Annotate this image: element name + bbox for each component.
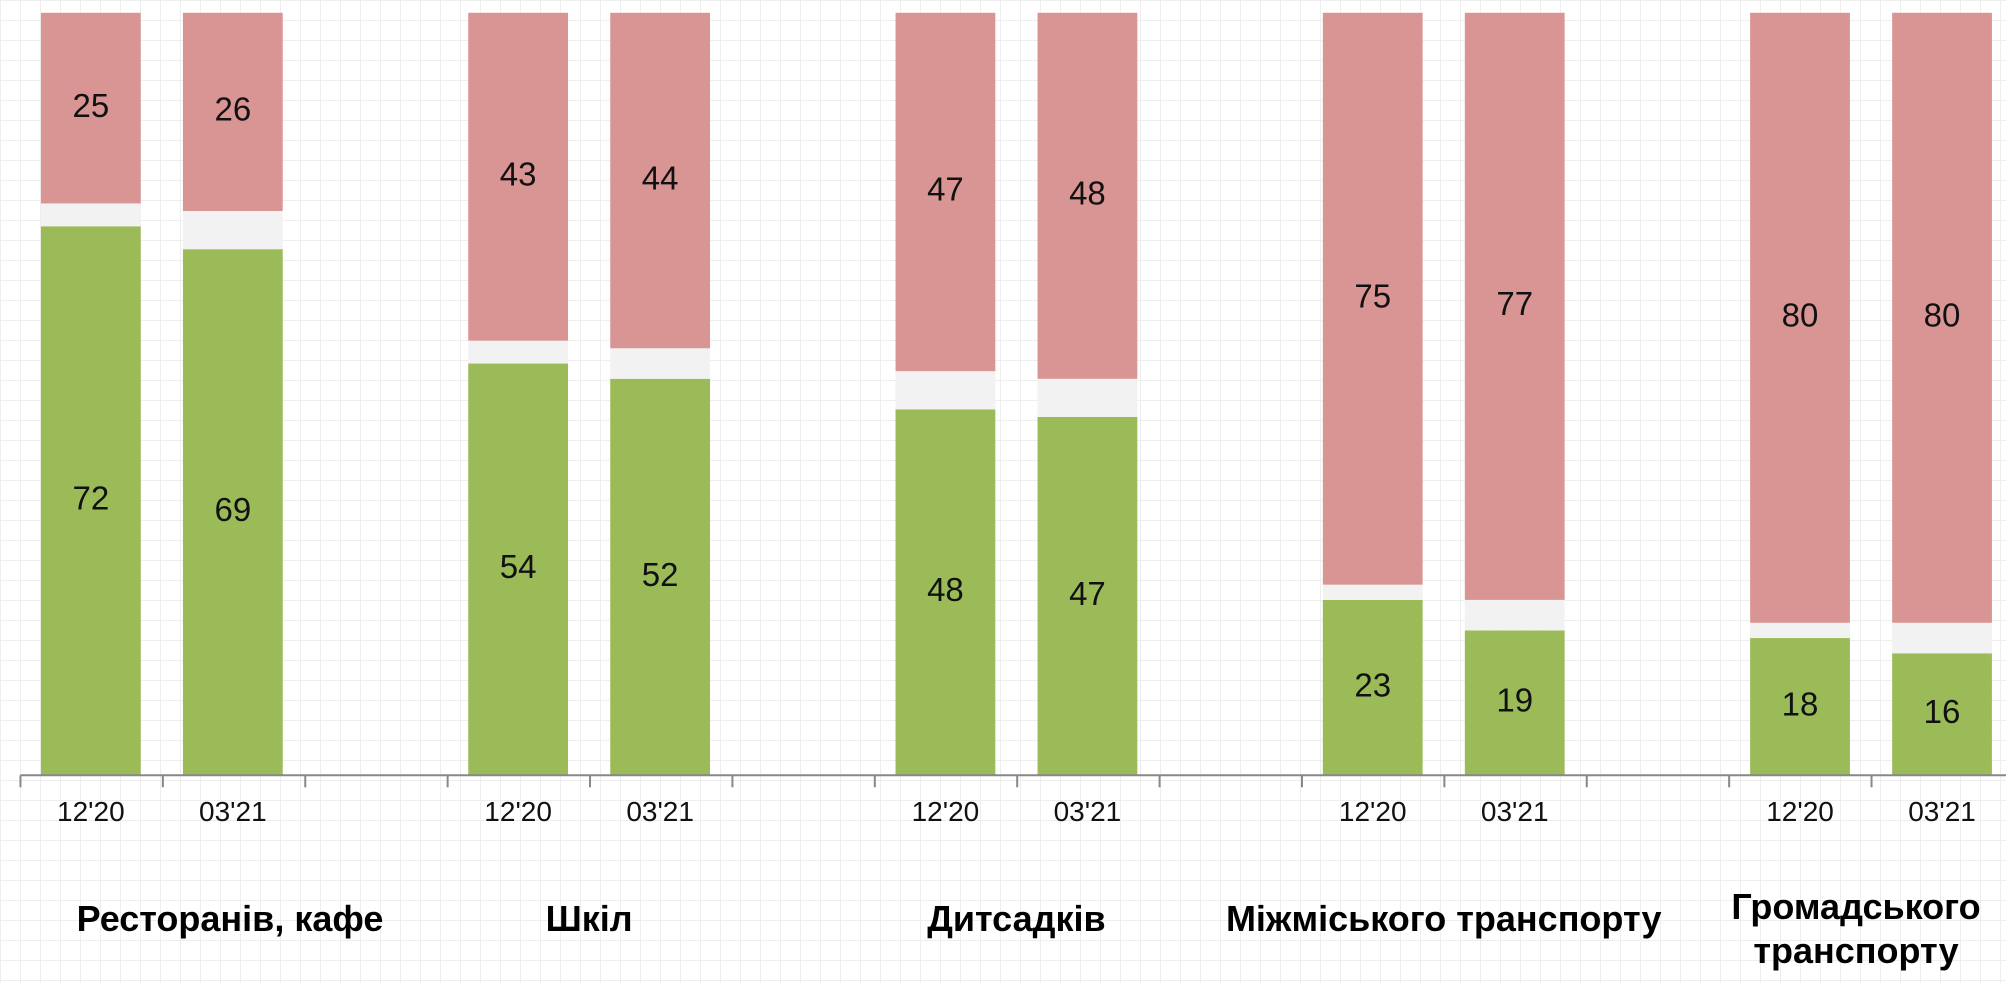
bar-segment	[1037, 416, 1138, 776]
bar-segment	[1037, 12, 1138, 379]
bar-segment	[1322, 599, 1423, 776]
x-tick-label: 12'20	[912, 796, 980, 827]
group-label: Дитсадків	[927, 898, 1106, 939]
bar-segment	[40, 12, 141, 204]
value-label: 18	[1782, 685, 1819, 722]
x-tick-label: 03'21	[626, 796, 694, 827]
bar-segment	[895, 409, 996, 776]
value-label: 52	[642, 556, 679, 593]
x-tick-label: 03'21	[199, 796, 267, 827]
value-label: 47	[927, 171, 964, 208]
group-label: Громадського транспорту	[1731, 886, 1981, 971]
bar-segment	[1892, 622, 1992, 654]
x-tick-label: 03'21	[1908, 796, 1976, 827]
bar-segment	[1322, 12, 1423, 585]
bar-segment	[1750, 622, 1850, 639]
x-tick-label: 12'20	[1766, 796, 1834, 827]
value-label: 77	[1496, 285, 1533, 322]
value-label: 16	[1924, 693, 1961, 730]
bar-segment	[610, 348, 711, 379]
value-label: 47	[1069, 575, 1106, 612]
bar-segment	[1750, 12, 1850, 623]
value-label: 43	[500, 155, 537, 192]
group-label: Міжміського транспорту	[1225, 898, 1662, 939]
value-label: 75	[1354, 277, 1391, 314]
x-tick-label: 12'20	[57, 796, 125, 827]
group-label: Ресторанів, кафе	[76, 898, 384, 939]
bar-segment	[1750, 638, 1850, 776]
bar-segment	[468, 12, 569, 341]
value-label: 44	[642, 159, 679, 196]
bar-segment	[895, 371, 996, 410]
bar-segment	[1322, 584, 1423, 600]
value-label: 26	[214, 91, 251, 128]
value-label: 25	[72, 87, 109, 124]
value-label: 80	[1924, 297, 1961, 334]
bar-segment	[468, 363, 569, 776]
bar-segment	[182, 211, 283, 250]
value-label: 48	[927, 571, 964, 608]
x-tick-label: 12'20	[1339, 796, 1407, 827]
bar-segment	[1464, 12, 1565, 600]
bar-segment	[610, 378, 711, 776]
x-tick-label: 03'21	[1054, 796, 1122, 827]
bar-segment	[40, 226, 141, 776]
bar-segment	[40, 203, 141, 227]
bar-segment	[1037, 378, 1138, 417]
bar-segment	[895, 12, 996, 372]
bar-segment	[182, 249, 283, 776]
bar-segment	[468, 340, 569, 364]
x-tick-label: 03'21	[1481, 796, 1549, 827]
value-label: 54	[500, 548, 537, 585]
value-label: 23	[1354, 666, 1391, 703]
bar-segment	[1892, 12, 1992, 623]
value-label: 19	[1496, 682, 1533, 719]
value-label: 72	[72, 480, 109, 517]
bar-segment	[182, 12, 283, 212]
bar-segment	[610, 12, 711, 349]
value-label: 80	[1782, 297, 1819, 334]
group-label: Шкіл	[545, 898, 633, 939]
value-label: 48	[1069, 175, 1106, 212]
bar-segment	[1464, 630, 1565, 776]
bar-segment	[1464, 599, 1565, 631]
x-tick-label: 12'20	[484, 796, 552, 827]
value-label: 69	[214, 491, 251, 528]
bar-segment	[1892, 653, 1992, 776]
